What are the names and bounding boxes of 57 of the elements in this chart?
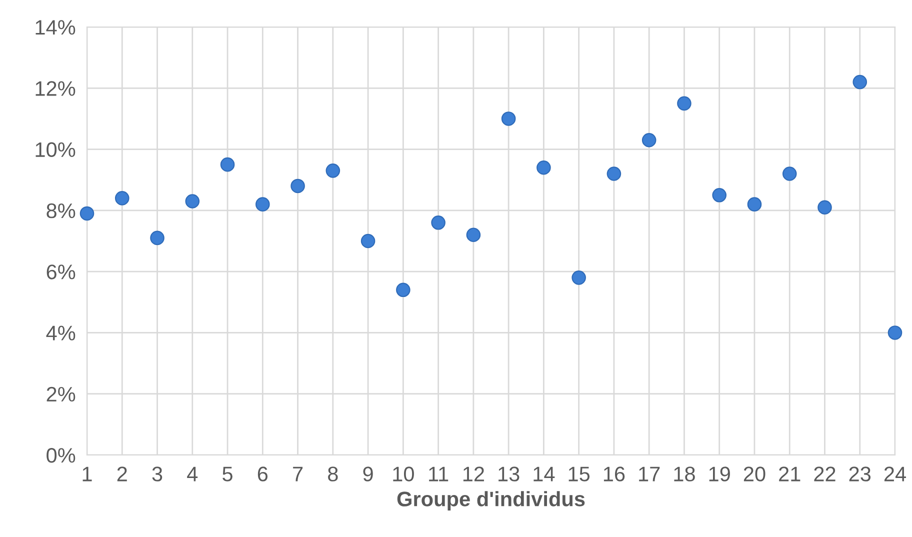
x-tick-label: 10 — [393, 466, 414, 482]
x-tick-label: 14 — [534, 466, 555, 482]
x-tick-label: 21 — [779, 466, 800, 482]
x-tick-label: 13 — [498, 466, 520, 482]
point — [114, 191, 130, 206]
point — [80, 206, 94, 221]
x-tick-label: 2 — [117, 466, 127, 482]
y-tick-label: 2% — [46, 386, 76, 402]
x-axis-title: Groupe d'individus — [397, 491, 585, 511]
x-tick-label: 15 — [568, 466, 590, 482]
x-tick-label: 22 — [814, 466, 836, 482]
x-tick-label: 8 — [328, 466, 338, 482]
x-tick-label: 11 — [429, 466, 448, 482]
y-tick-label: 8% — [46, 203, 76, 218]
x-tick-label: 19 — [709, 466, 730, 482]
x-tick-label: 5 — [222, 466, 232, 482]
y-tick-label: 14% — [36, 20, 76, 35]
point — [396, 282, 410, 298]
point — [747, 197, 762, 212]
point — [782, 166, 797, 181]
x-tick-label: 17 — [639, 466, 660, 482]
x-tick-label: 20 — [744, 466, 766, 482]
point — [572, 270, 586, 285]
x-tick-label: 23 — [849, 466, 871, 482]
y-tick-label: 4% — [46, 326, 76, 340]
point — [501, 112, 516, 126]
x-tick-label: 7 — [293, 466, 303, 482]
x-tick-label: 9 — [363, 466, 373, 482]
x-tick-label: 3 — [152, 466, 162, 482]
point — [677, 96, 692, 111]
point — [712, 188, 726, 202]
point — [326, 164, 340, 178]
x-tick-label: 24 — [884, 466, 906, 482]
point — [150, 230, 164, 246]
x-tick-label: 18 — [674, 466, 695, 482]
x-tick-label: 4 — [187, 466, 198, 482]
point — [606, 166, 622, 181]
point — [888, 326, 902, 340]
y-tick-label: 0% — [46, 448, 76, 463]
y-tick-label: 12% — [36, 81, 76, 96]
x-tick-label: 1 — [82, 466, 92, 482]
point — [536, 160, 551, 175]
point — [642, 132, 656, 148]
y-tick-label: 6% — [46, 264, 76, 280]
point — [818, 200, 832, 215]
point — [290, 178, 305, 194]
x-tick-label: 6 — [258, 466, 268, 482]
point — [220, 157, 235, 172]
point — [256, 197, 270, 212]
y-tick-label: 10% — [36, 142, 76, 158]
x-tick-label: 12 — [463, 466, 484, 482]
point — [431, 216, 446, 230]
point — [185, 194, 200, 208]
point — [360, 234, 376, 248]
x-tick-label: 16 — [604, 466, 625, 482]
point — [466, 228, 481, 242]
point — [852, 74, 868, 90]
